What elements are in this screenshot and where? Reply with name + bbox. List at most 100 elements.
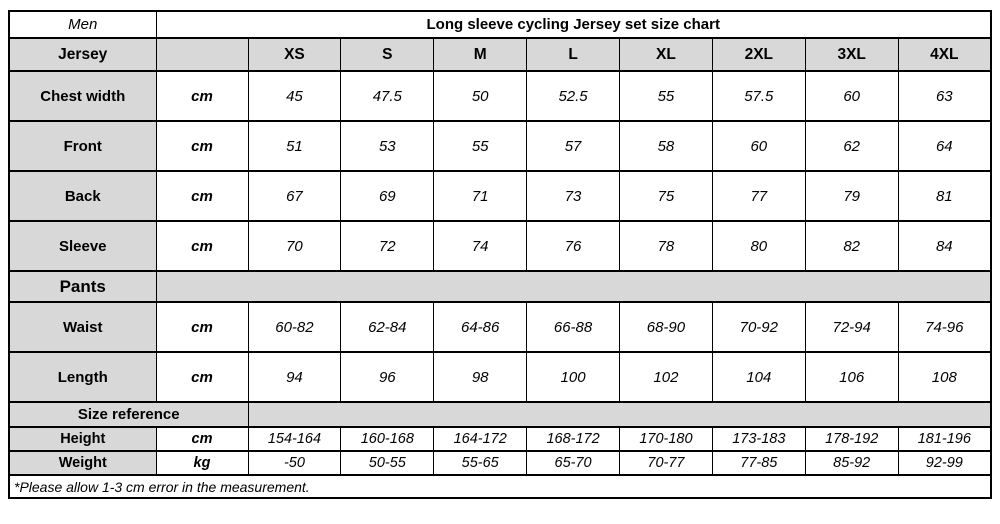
section-jersey-label: Jersey (8, 37, 157, 72)
row-label: Waist (8, 301, 157, 353)
value-cell: 85-92 (804, 450, 899, 476)
value-cell: 77 (711, 170, 806, 222)
value-cell: 79 (804, 170, 899, 222)
value-cell: 98 (433, 351, 528, 403)
value-cell: 70-92 (711, 301, 806, 353)
value-cell: 173-183 (711, 426, 806, 452)
unit-header-spacer (155, 37, 249, 72)
value-cell: 178-192 (804, 426, 899, 452)
unit-cell: cm (155, 70, 249, 122)
value-cell: 47.5 (340, 70, 435, 122)
value-cell: 68-90 (619, 301, 713, 353)
value-cell: 74 (433, 220, 528, 272)
size-header-l: L (526, 37, 620, 72)
value-cell: 81 (897, 170, 992, 222)
value-cell: 62-84 (340, 301, 435, 353)
value-cell: 84 (897, 220, 992, 272)
table-title: Long sleeve cycling Jersey set size char… (155, 10, 992, 39)
value-cell: 53 (340, 120, 435, 172)
value-cell: 104 (711, 351, 806, 403)
row-label: Length (8, 351, 157, 403)
value-cell: 77-85 (711, 450, 806, 476)
value-cell: 72-94 (804, 301, 899, 353)
value-cell: 106 (804, 351, 899, 403)
value-cell: 51 (247, 120, 342, 172)
value-cell: 164-172 (433, 426, 528, 452)
row-label: Back (8, 170, 157, 222)
size-header-s: S (340, 37, 435, 72)
row-front: Front cm 51 53 55 57 58 60 62 64 (8, 120, 992, 172)
row-label: Front (8, 120, 157, 172)
value-cell: 55-65 (433, 450, 528, 476)
size-header-xl: XL (619, 37, 713, 72)
size-header-2xl: 2XL (711, 37, 806, 72)
value-cell: 100 (526, 351, 620, 403)
value-cell: 57 (526, 120, 620, 172)
value-cell: 73 (526, 170, 620, 222)
unit-cell: cm (155, 120, 249, 172)
value-cell: 50 (433, 70, 528, 122)
value-cell: 60-82 (247, 301, 342, 353)
value-cell: 63 (897, 70, 992, 122)
row-length: Length cm 94 96 98 100 102 104 106 108 (8, 351, 992, 403)
value-cell: 82 (804, 220, 899, 272)
size-header-xs: XS (247, 37, 342, 72)
unit-cell: cm (155, 301, 249, 353)
value-cell: 74-96 (897, 301, 992, 353)
size-header-row: Jersey XS S M L XL 2XL 3XL 4XL (8, 37, 992, 72)
row-sleeve: Sleeve cm 70 72 74 76 78 80 82 84 (8, 220, 992, 272)
value-cell: 102 (619, 351, 713, 403)
value-cell: 108 (897, 351, 992, 403)
value-cell: 160-168 (340, 426, 435, 452)
value-cell: 64 (897, 120, 992, 172)
row-weight: Weight kg -50 50-55 55-65 65-70 70-77 77… (8, 450, 992, 476)
value-cell: 50-55 (340, 450, 435, 476)
value-cell: 64-86 (433, 301, 528, 353)
size-header-4xl: 4XL (897, 37, 992, 72)
title-row: Men Long sleeve cycling Jersey set size … (8, 10, 992, 39)
size-header-3xl: 3XL (804, 37, 899, 72)
value-cell: 60 (711, 120, 806, 172)
unit-cell: cm (155, 220, 249, 272)
size-reference-row: Size reference (8, 401, 992, 428)
section-size-reference-label: Size reference (8, 401, 249, 428)
size-reference-spacer (247, 401, 992, 428)
value-cell: 170-180 (619, 426, 713, 452)
value-cell: 62 (804, 120, 899, 172)
unit-cell: cm (155, 170, 249, 222)
value-cell: 65-70 (526, 450, 620, 476)
footnote-row: *Please allow 1-3 cm error in the measur… (8, 474, 992, 499)
row-label: Height (8, 426, 157, 452)
pants-section-spacer (155, 270, 992, 303)
row-chest-width: Chest width cm 45 47.5 50 52.5 55 57.5 6… (8, 70, 992, 122)
value-cell: 57.5 (711, 70, 806, 122)
row-height: Height cm 154-164 160-168 164-172 168-17… (8, 426, 992, 452)
size-chart-table: Men Long sleeve cycling Jersey set size … (8, 10, 992, 499)
row-waist: Waist cm 60-82 62-84 64-86 66-88 68-90 7… (8, 301, 992, 353)
value-cell: 94 (247, 351, 342, 403)
value-cell: 45 (247, 70, 342, 122)
value-cell: 78 (619, 220, 713, 272)
value-cell: 92-99 (897, 450, 992, 476)
size-header-m: M (433, 37, 528, 72)
value-cell: 55 (433, 120, 528, 172)
value-cell: 72 (340, 220, 435, 272)
value-cell: 96 (340, 351, 435, 403)
pants-section-row: Pants (8, 270, 992, 303)
value-cell: 154-164 (247, 426, 342, 452)
row-back: Back cm 67 69 71 73 75 77 79 81 (8, 170, 992, 222)
value-cell: 70-77 (619, 450, 713, 476)
unit-cell: kg (155, 450, 249, 476)
row-label: Chest width (8, 70, 157, 122)
row-label: Weight (8, 450, 157, 476)
value-cell: 69 (340, 170, 435, 222)
value-cell: 71 (433, 170, 528, 222)
value-cell: 67 (247, 170, 342, 222)
footnote: *Please allow 1-3 cm error in the measur… (8, 474, 992, 499)
value-cell: 60 (804, 70, 899, 122)
section-pants-label: Pants (8, 270, 157, 303)
gender-label: Men (8, 10, 157, 39)
value-cell: 75 (619, 170, 713, 222)
value-cell: 168-172 (526, 426, 620, 452)
value-cell: 80 (711, 220, 806, 272)
